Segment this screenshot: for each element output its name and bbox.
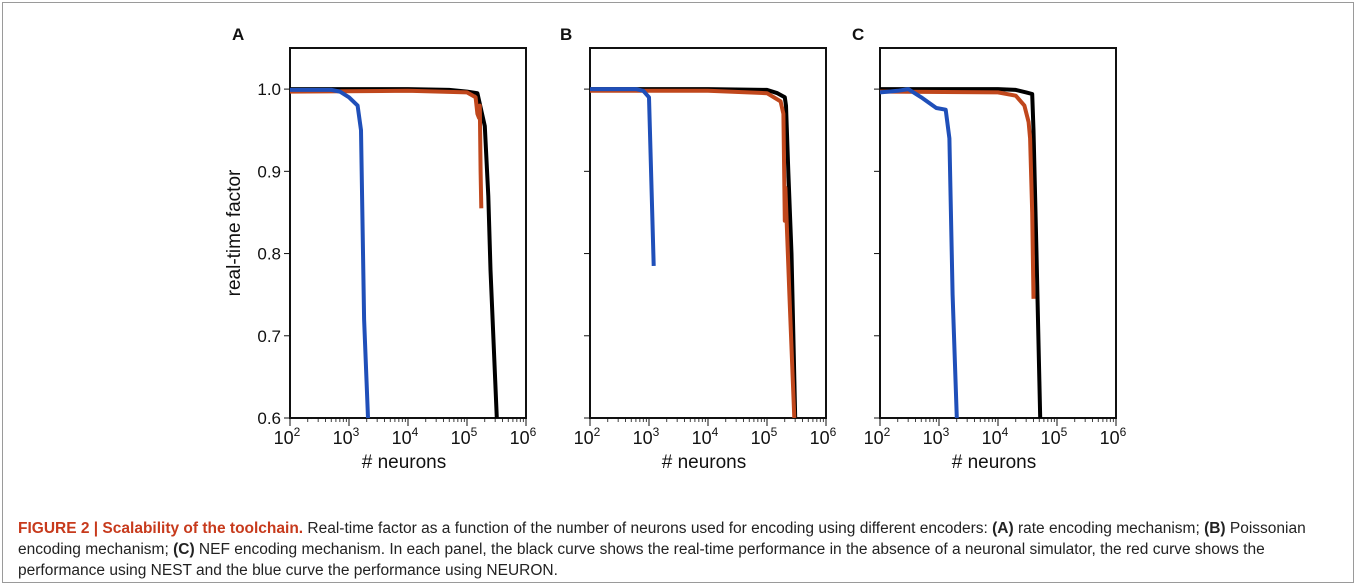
- series-line-0: [590, 87, 798, 418]
- panel-b: B 102 103 104 105 106 # neurons: [560, 25, 837, 473]
- y-tick-label: 0.9: [257, 162, 281, 181]
- series-line-0: [290, 87, 499, 418]
- panel-label: B: [560, 25, 572, 44]
- caption-title: FIGURE 2 | Scalability of the toolchain.: [18, 520, 304, 537]
- x-tick-label: 106: [510, 425, 537, 448]
- series-line-1: [290, 88, 484, 209]
- x-axis-label: # neurons: [952, 452, 1037, 473]
- x-tick-label: 104: [982, 425, 1009, 448]
- series-group: [880, 87, 1043, 418]
- x-tick-label: 105: [751, 425, 778, 448]
- x-axis-label: # neurons: [662, 452, 747, 473]
- panel-label: A: [232, 25, 244, 44]
- caption-panel-a-text: rate encoding mechanism;: [1013, 520, 1205, 537]
- x-tick-label: 102: [864, 425, 891, 448]
- figure-caption: FIGURE 2 | Scalability of the toolchain.…: [18, 518, 1343, 581]
- caption-panel-c-label: (C): [173, 541, 195, 558]
- series-group: [290, 87, 499, 418]
- series-line-1: [590, 88, 797, 418]
- x-axis-label: # neurons: [362, 452, 447, 473]
- series-line-0: [880, 87, 1043, 418]
- series-line-1: [880, 89, 1036, 299]
- caption-text: Real-time factor as a function of the nu…: [303, 520, 993, 537]
- y-tick-label: 0.6: [257, 409, 281, 428]
- x-tick-label: 102: [574, 425, 601, 448]
- caption-panel-b-text: Poissonian encoding mechanism;: [18, 520, 1306, 558]
- caption-panel-a-label: (A): [992, 520, 1014, 537]
- caption-panel-c-text: NEF encoding mechanism. In each panel, t…: [18, 541, 1265, 579]
- y-tick-label: 1.0: [257, 80, 281, 99]
- series-line-2: [290, 87, 370, 418]
- x-tick-label: 103: [333, 425, 360, 448]
- panel-c: C 102 103 104 105 106 # neurons: [852, 25, 1127, 473]
- series-line-2: [880, 87, 959, 418]
- y-tick-label: 0.8: [257, 245, 281, 264]
- y-axis-label: real-time factor: [224, 169, 245, 296]
- plot-frame: [879, 47, 1117, 419]
- x-tick-label: 102: [274, 425, 301, 448]
- panel-label: C: [852, 25, 864, 44]
- series-line-2: [590, 87, 656, 266]
- x-tick-label: 105: [1041, 425, 1068, 448]
- x-tick-label: 106: [1100, 425, 1127, 448]
- x-tick-label: 103: [633, 425, 660, 448]
- x-tick-label: 105: [451, 425, 478, 448]
- caption-panel-b-label: (B): [1204, 520, 1226, 537]
- x-tick-label: 104: [692, 425, 719, 448]
- y-tick-label: 0.7: [257, 327, 281, 346]
- x-tick-label: 104: [392, 425, 419, 448]
- series-group: [590, 87, 798, 418]
- x-tick-label: 106: [810, 425, 837, 448]
- x-tick-label: 103: [923, 425, 950, 448]
